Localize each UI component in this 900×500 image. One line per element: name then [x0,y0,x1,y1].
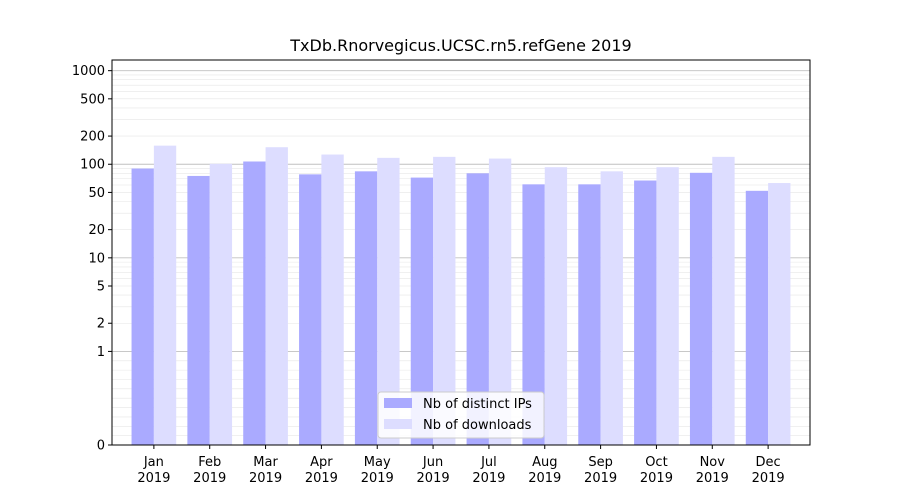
y-axis: 0 1 2 5 10 20 50 100 200 500 1000 [72,64,112,454]
y-tick-label: 2 [97,317,105,332]
x-tick-month: Mar [253,455,278,470]
x-tick-month: Dec [756,455,781,470]
bar-downloads-sep [600,171,623,445]
x-tick-month: Nov [700,455,726,470]
x-tick-year: 2019 [752,471,785,486]
plot-frame [111,59,811,446]
y-tick-label: 100 [80,158,105,173]
bar-downloads-apr [321,154,344,445]
x-tick-label: Feb 2019 [193,455,226,486]
x-tick-label: Sep 2019 [584,455,617,486]
bar-downloads-oct [656,167,679,446]
bar-distinct-ips-aug [522,184,545,445]
bar-downloads-feb [209,163,233,445]
x-tick-month: Oct [645,455,667,470]
x-tick-year: 2019 [417,471,450,486]
x-tick-label: Mar 2019 [249,455,282,486]
x-tick-label: Oct 2019 [640,455,673,486]
bars [131,145,791,446]
legend-label: Nb of distinct IPs [423,397,532,412]
y-tick-label: 200 [80,130,105,145]
x-tick-label: May 2019 [361,455,394,486]
x-tick-month: May [364,455,391,470]
x-tick-month: Apr [310,455,333,470]
bar-downloads-jul [488,158,512,445]
x-tick-label: Aug 2019 [528,455,561,486]
x-tick-year: 2019 [305,471,338,486]
y-tick-label: 20 [88,223,105,238]
bar-distinct-ips-oct [634,180,657,446]
x-tick-year: 2019 [249,471,282,486]
bar-distinct-ips-apr [299,174,322,445]
bar-distinct-ips-dec [745,190,769,445]
x-tick-year: 2019 [696,471,729,486]
x-tick-year: 2019 [640,471,673,486]
y-tick-label: 1 [97,345,105,360]
x-tick-label: Jul 2019 [472,455,505,486]
y-tick-label: 10 [88,251,105,266]
bar-distinct-ips-feb [187,175,210,445]
legend-swatch [384,419,412,429]
legend-label: Nb of downloads [423,418,532,433]
chart-title: TxDb.Rnorvegicus.UCSC.rn5.refGene 2019 [289,36,631,55]
x-tick-month: Feb [198,455,221,470]
x-tick-year: 2019 [528,471,561,486]
bar-distinct-ips-jan [131,168,154,445]
x-tick-year: 2019 [137,471,170,486]
y-tick-label: 50 [88,186,105,201]
x-tick-month: Sep [588,455,613,470]
bar-distinct-ips-mar [243,161,266,445]
bar-downloads-aug [544,167,568,446]
x-tick-year: 2019 [193,471,226,486]
bar-distinct-ips-may [354,171,378,445]
x-tick-month: Aug [532,455,557,470]
y-tick-label: 5 [97,280,105,295]
y-tick-label: 500 [80,92,105,107]
bar-downloads-dec [768,183,791,446]
bar-distinct-ips-jun [410,177,434,446]
bar-downloads-jan [153,145,177,445]
x-tick-label: Nov 2019 [696,455,729,486]
y-tick-label: 1000 [72,64,105,79]
x-tick-label: Jun 2019 [417,455,450,486]
bar-distinct-ips-nov [689,172,713,445]
x-tick-month: Jun [422,455,443,470]
bar-distinct-ips-jul [466,173,489,445]
x-tick-year: 2019 [472,471,505,486]
bar-distinct-ips-sep [578,184,601,445]
x-tick-year: 2019 [584,471,617,486]
legend-box [377,391,545,439]
bar-downloads-nov [712,156,735,446]
legend-swatch [384,398,412,408]
x-tick-label: Jan 2019 [137,455,170,486]
x-tick-label: Dec 2019 [752,455,785,486]
x-tick-year: 2019 [361,471,394,486]
bar-downloads-may [377,157,400,446]
y-tick-label: 0 [97,439,105,454]
bar-downloads-mar [265,147,288,445]
x-tick-month: Jan [143,455,164,470]
legend: Nb of distinct IPs Nb of downloads [377,391,545,439]
x-tick-month: Jul [480,455,497,470]
bar-downloads-jun [433,156,456,446]
x-tick-label: Apr 2019 [305,455,338,486]
